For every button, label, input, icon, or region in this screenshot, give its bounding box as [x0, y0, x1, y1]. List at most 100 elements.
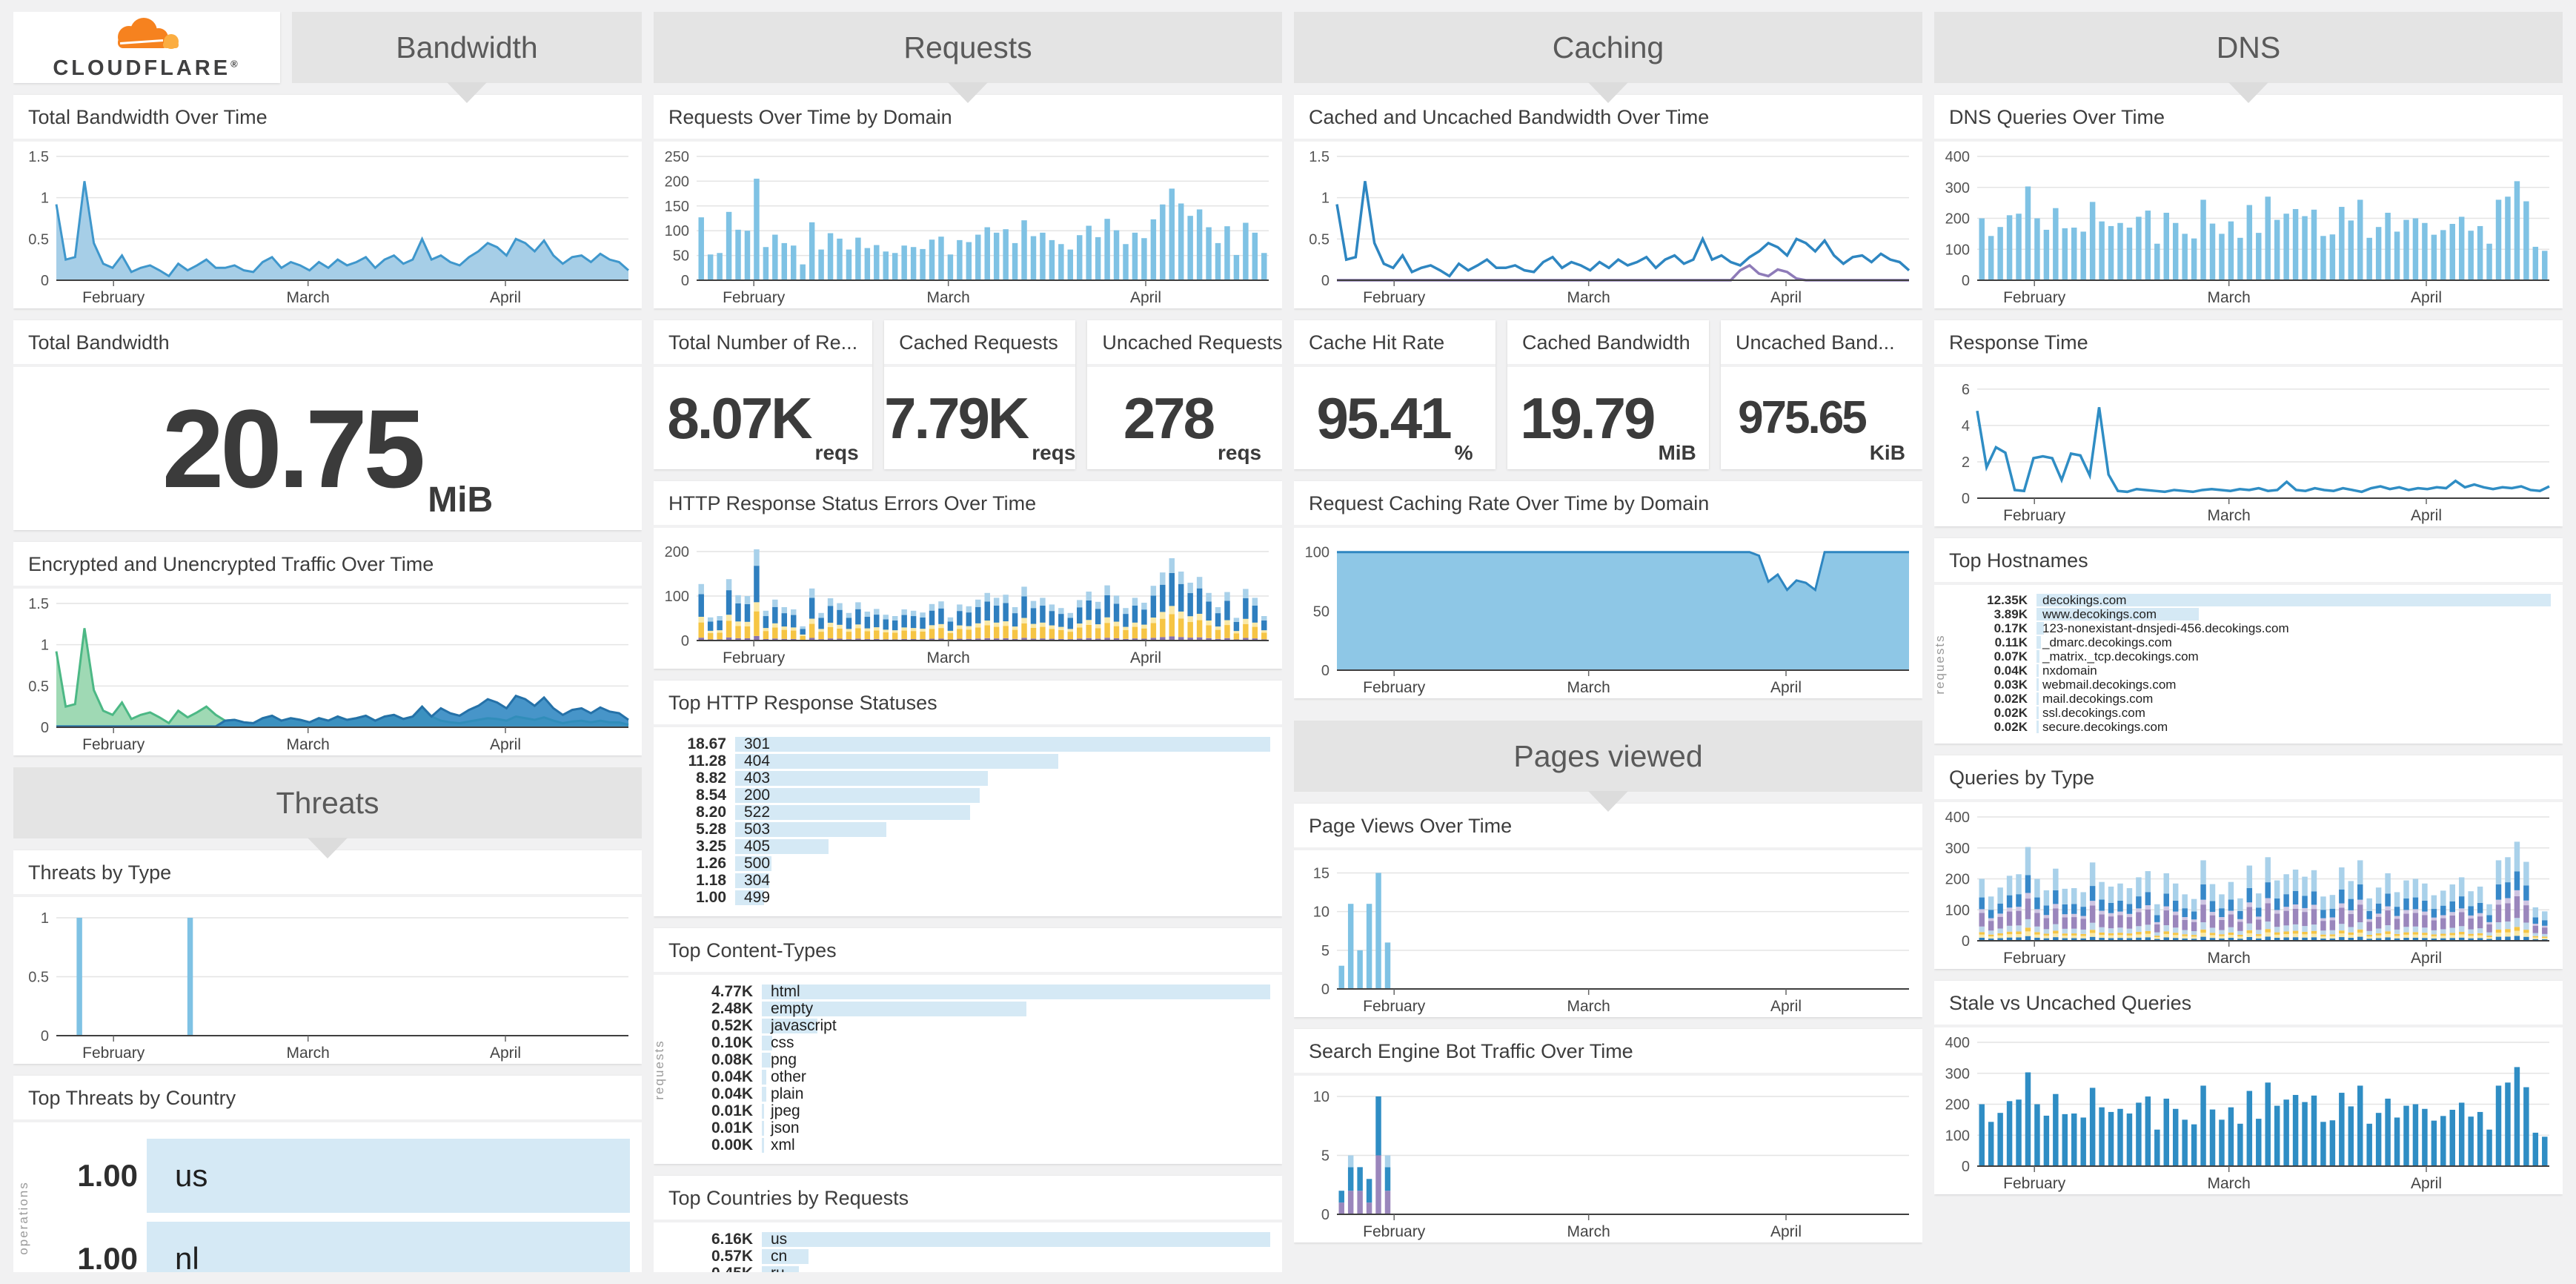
- requests-column: Requests Requests Over Time by Domain 0 5…: [654, 12, 1282, 1272]
- stat-value: 278: [1123, 385, 1215, 451]
- item-label: secure.decokings.com: [2042, 719, 2168, 734]
- panel-top-hostnames: Top Hostnames requests 12.35K decokings.co…: [1934, 538, 2563, 744]
- stat-card-cached-requests: Cached Requests 7.79K reqs: [884, 320, 1076, 469]
- panel-top-countries: Top Countries by Requests requests6.16Ku…: [654, 1176, 1282, 1272]
- svg-text:0.5: 0.5: [1309, 231, 1330, 248]
- caching-rate-area-chart[interactable]: 0 50 100 February March April: [1300, 534, 1916, 697]
- panel-title: Response Time: [1934, 320, 2563, 367]
- stat-unit: reqs: [1032, 441, 1076, 464]
- item-bar: [762, 1002, 1026, 1016]
- http-errors-stacked-bar-chart[interactable]: 0 100 200 February March April: [660, 534, 1276, 667]
- item-bar: [2036, 721, 2039, 733]
- item-bar: [735, 805, 971, 820]
- stat-title: Uncached Requests: [1087, 320, 1282, 367]
- item-bar: [2036, 622, 2044, 635]
- response-time-line-chart[interactable]: 0 2 4 6 February March April: [1940, 373, 2557, 525]
- list-item: 1.00 us: [47, 1139, 630, 1213]
- cached-uncached-line-chart[interactable]: 0 0.5 1 1.5 February March April: [1300, 148, 1916, 307]
- panel-title: Request Caching Rate Over Time by Domain: [1294, 481, 1922, 528]
- queries-by-type-stacked-bar-chart[interactable]: 0 100 200 300 400 February March April: [1940, 808, 2557, 967]
- notch-pointer: [447, 82, 487, 103]
- svg-text:50: 50: [673, 248, 689, 265]
- item-label: png: [771, 1051, 797, 1068]
- panel-title: DNS Queries Over Time: [1934, 95, 2563, 142]
- item-bar: [762, 1266, 800, 1272]
- item-bar: [762, 984, 1270, 999]
- svg-text:100: 100: [1305, 545, 1330, 561]
- list-item: 8.20 522: [661, 804, 1270, 821]
- item-bar: [2036, 664, 2039, 677]
- svg-text:6: 6: [1962, 382, 1970, 398]
- registered-mark: ®: [230, 57, 241, 69]
- svg-text:March: March: [927, 289, 970, 306]
- cloudflare-logo[interactable]: CLOUDFLARE®: [13, 12, 280, 83]
- item-label: 500: [744, 855, 771, 872]
- item-bar: [147, 1139, 630, 1213]
- svg-text:200: 200: [665, 544, 689, 560]
- list-item: 0.01K jpeg: [688, 1102, 1270, 1119]
- svg-text:February: February: [2003, 950, 2066, 967]
- top-http-statuses-list: 18.67 301 11.28 404 8.82 403 8.54 200 8.20 522 5.2…: [654, 727, 1282, 916]
- item-value: 1.18: [696, 872, 726, 889]
- item-value: 1.00: [77, 1158, 138, 1193]
- svg-text:0: 0: [41, 1028, 49, 1045]
- item-value: 0.04K: [711, 1085, 753, 1102]
- item-value: 0.10K: [711, 1034, 753, 1051]
- item-bar: [762, 1087, 766, 1102]
- encrypted-traffic-area-chart[interactable]: 0 0.5 1 1.5 February March April: [19, 595, 636, 754]
- item-bar: [735, 822, 887, 837]
- threats-by-type-bar-chart[interactable]: 0 0.5 1 February March April: [19, 903, 636, 1062]
- item-bar: [762, 1121, 765, 1136]
- stat-unit: reqs: [1217, 441, 1262, 464]
- item-value: 1.00: [77, 1241, 138, 1272]
- panel-stale-uncached: Stale vs Uncached Queries 0 100 200 300 400 F…: [1934, 981, 2563, 1194]
- svg-text:0.5: 0.5: [28, 969, 49, 985]
- top-row: CLOUDFLARE® Bandwidth: [13, 12, 642, 103]
- stat-title: Total Number of Re...: [654, 320, 873, 367]
- panel-title: HTTP Response Status Errors Over Time: [654, 481, 1282, 528]
- stat-title: Cached Requests: [884, 320, 1076, 367]
- item-bar: [735, 873, 769, 888]
- item-label: javascript: [771, 1017, 837, 1034]
- item-label: empty: [771, 1000, 814, 1017]
- stat-card-uncached-requests: Uncached Requests 278 reqs: [1087, 320, 1282, 469]
- svg-text:February: February: [1363, 679, 1426, 696]
- stale-uncached-bar-chart[interactable]: 0 100 200 300 400 February March April: [1940, 1033, 2557, 1193]
- item-label: cn: [771, 1248, 788, 1265]
- svg-text:April: April: [1770, 679, 1802, 696]
- panel-top-threats-by-country: Top Threats by Country operations 1.00 us 1…: [13, 1076, 642, 1272]
- page-views-bar-chart[interactable]: 0 5 10 15 February March April: [1300, 856, 1916, 1016]
- item-bar: [2036, 608, 2199, 621]
- y-axis-label: requests: [1934, 634, 1947, 695]
- item-label: mail.decokings.com: [2042, 691, 2154, 706]
- total-bandwidth-area-chart[interactable]: 0 0.5 1 1.5 February March April: [19, 148, 636, 307]
- svg-text:10: 10: [1313, 1089, 1330, 1105]
- list-item: 0.04K plain: [688, 1085, 1270, 1102]
- list-item: 12.35K decokings.com: [1968, 592, 2551, 607]
- svg-text:0.5: 0.5: [28, 231, 49, 248]
- svg-text:April: April: [2411, 289, 2442, 306]
- list-item: 5.28 503: [661, 821, 1270, 838]
- item-bar: [735, 788, 980, 803]
- item-bar: [147, 1222, 630, 1272]
- list-item: 6.16K us: [688, 1231, 1270, 1248]
- svg-text:April: April: [1130, 649, 1161, 666]
- list-item: 3.25 405: [661, 838, 1270, 855]
- list-item: 1.26 500: [661, 855, 1270, 872]
- bot-traffic-stacked-bar-chart[interactable]: 0 5 10 February March April: [1300, 1082, 1916, 1241]
- svg-text:0: 0: [1321, 273, 1330, 289]
- svg-text:March: March: [287, 289, 330, 306]
- item-value: 6.16K: [711, 1231, 753, 1248]
- top-threats-country-list: operations 1.00 us 1.00 nl: [13, 1122, 642, 1272]
- list-item: 0.57K cn: [688, 1248, 1270, 1265]
- stat-value: 975.65: [1738, 392, 1868, 443]
- item-value: 4.77K: [711, 983, 753, 1000]
- svg-text:March: March: [2208, 1175, 2251, 1192]
- svg-text:0: 0: [1321, 663, 1330, 679]
- item-bar: [735, 839, 829, 854]
- dns-queries-bar-chart[interactable]: 0 100 200 300 400 February March April: [1940, 148, 2557, 307]
- item-value: 12.35K: [1987, 592, 2028, 607]
- list-item: 1.00 nl: [47, 1222, 630, 1272]
- requests-over-time-bar-chart[interactable]: 0 50 100 150 200 250 February March April: [660, 148, 1276, 307]
- item-value: 8.20: [696, 804, 726, 821]
